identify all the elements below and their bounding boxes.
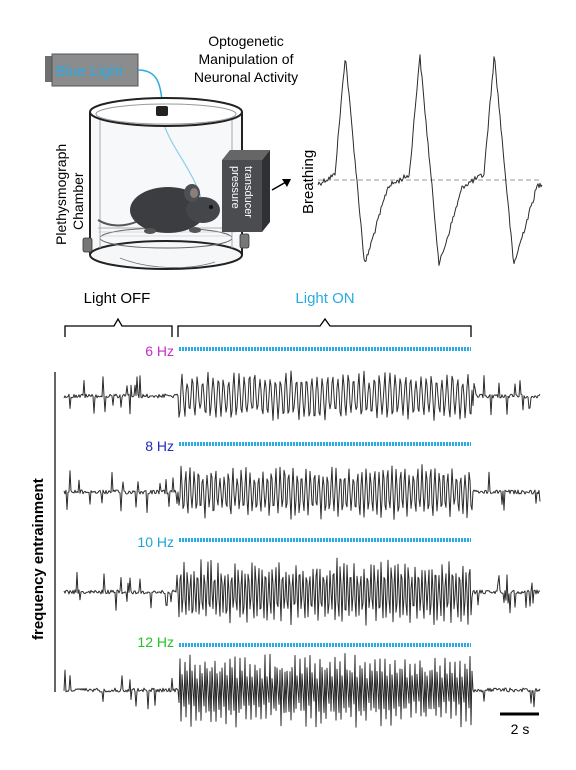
condition-12hz: 12 Hz (63, 634, 541, 728)
condition-10hz: 10 Hz (63, 534, 541, 626)
light-source: Blue Light (45, 53, 139, 87)
condition-6hz: 6 Hz (63, 343, 541, 421)
condition-label-10hz: 10 Hz (137, 534, 174, 550)
optic-fiber (137, 69, 163, 101)
transducer-label-2: transducer (242, 166, 254, 218)
condition-8hz: 8 Hz (63, 438, 541, 520)
trace-6hz (63, 370, 541, 421)
trace-8hz (63, 464, 541, 520)
condition-label-8hz: 8 Hz (145, 438, 174, 454)
trace-12hz (63, 653, 541, 728)
light-on-label: Light ON (295, 290, 354, 307)
title-line-1: Optogenetic (208, 33, 284, 49)
light-source-label: Blue Light (56, 63, 124, 80)
breathing-label: Breathing (300, 150, 317, 214)
plethysmograph-chamber (82, 97, 250, 270)
chamber-label-1: Plethysmograph (53, 144, 69, 245)
condition-label-6hz: 6 Hz (145, 343, 174, 359)
signal-arrow (271, 179, 291, 191)
breathing-trace (317, 54, 543, 266)
light-off-label: Light OFF (84, 290, 151, 307)
trace-10hz (63, 557, 541, 626)
transducer-label-1: pressure (229, 166, 241, 209)
title-line-2: Manipulation of (199, 51, 294, 67)
scale-bar-label: 2 s (511, 721, 530, 737)
title-line-3: Neuronal Activity (194, 69, 298, 85)
pressure-transducer: pressure transducer (222, 150, 270, 232)
light-off-brace (64, 317, 173, 337)
title: Optogenetic Manipulation of Neuronal Act… (194, 33, 298, 85)
condition-label-12hz: 12 Hz (137, 634, 174, 650)
chamber-label-2: Chamber (70, 172, 86, 230)
group-label: frequency entrainment (30, 478, 47, 640)
light-on-brace (177, 317, 472, 337)
mouse-illustration (97, 184, 220, 234)
